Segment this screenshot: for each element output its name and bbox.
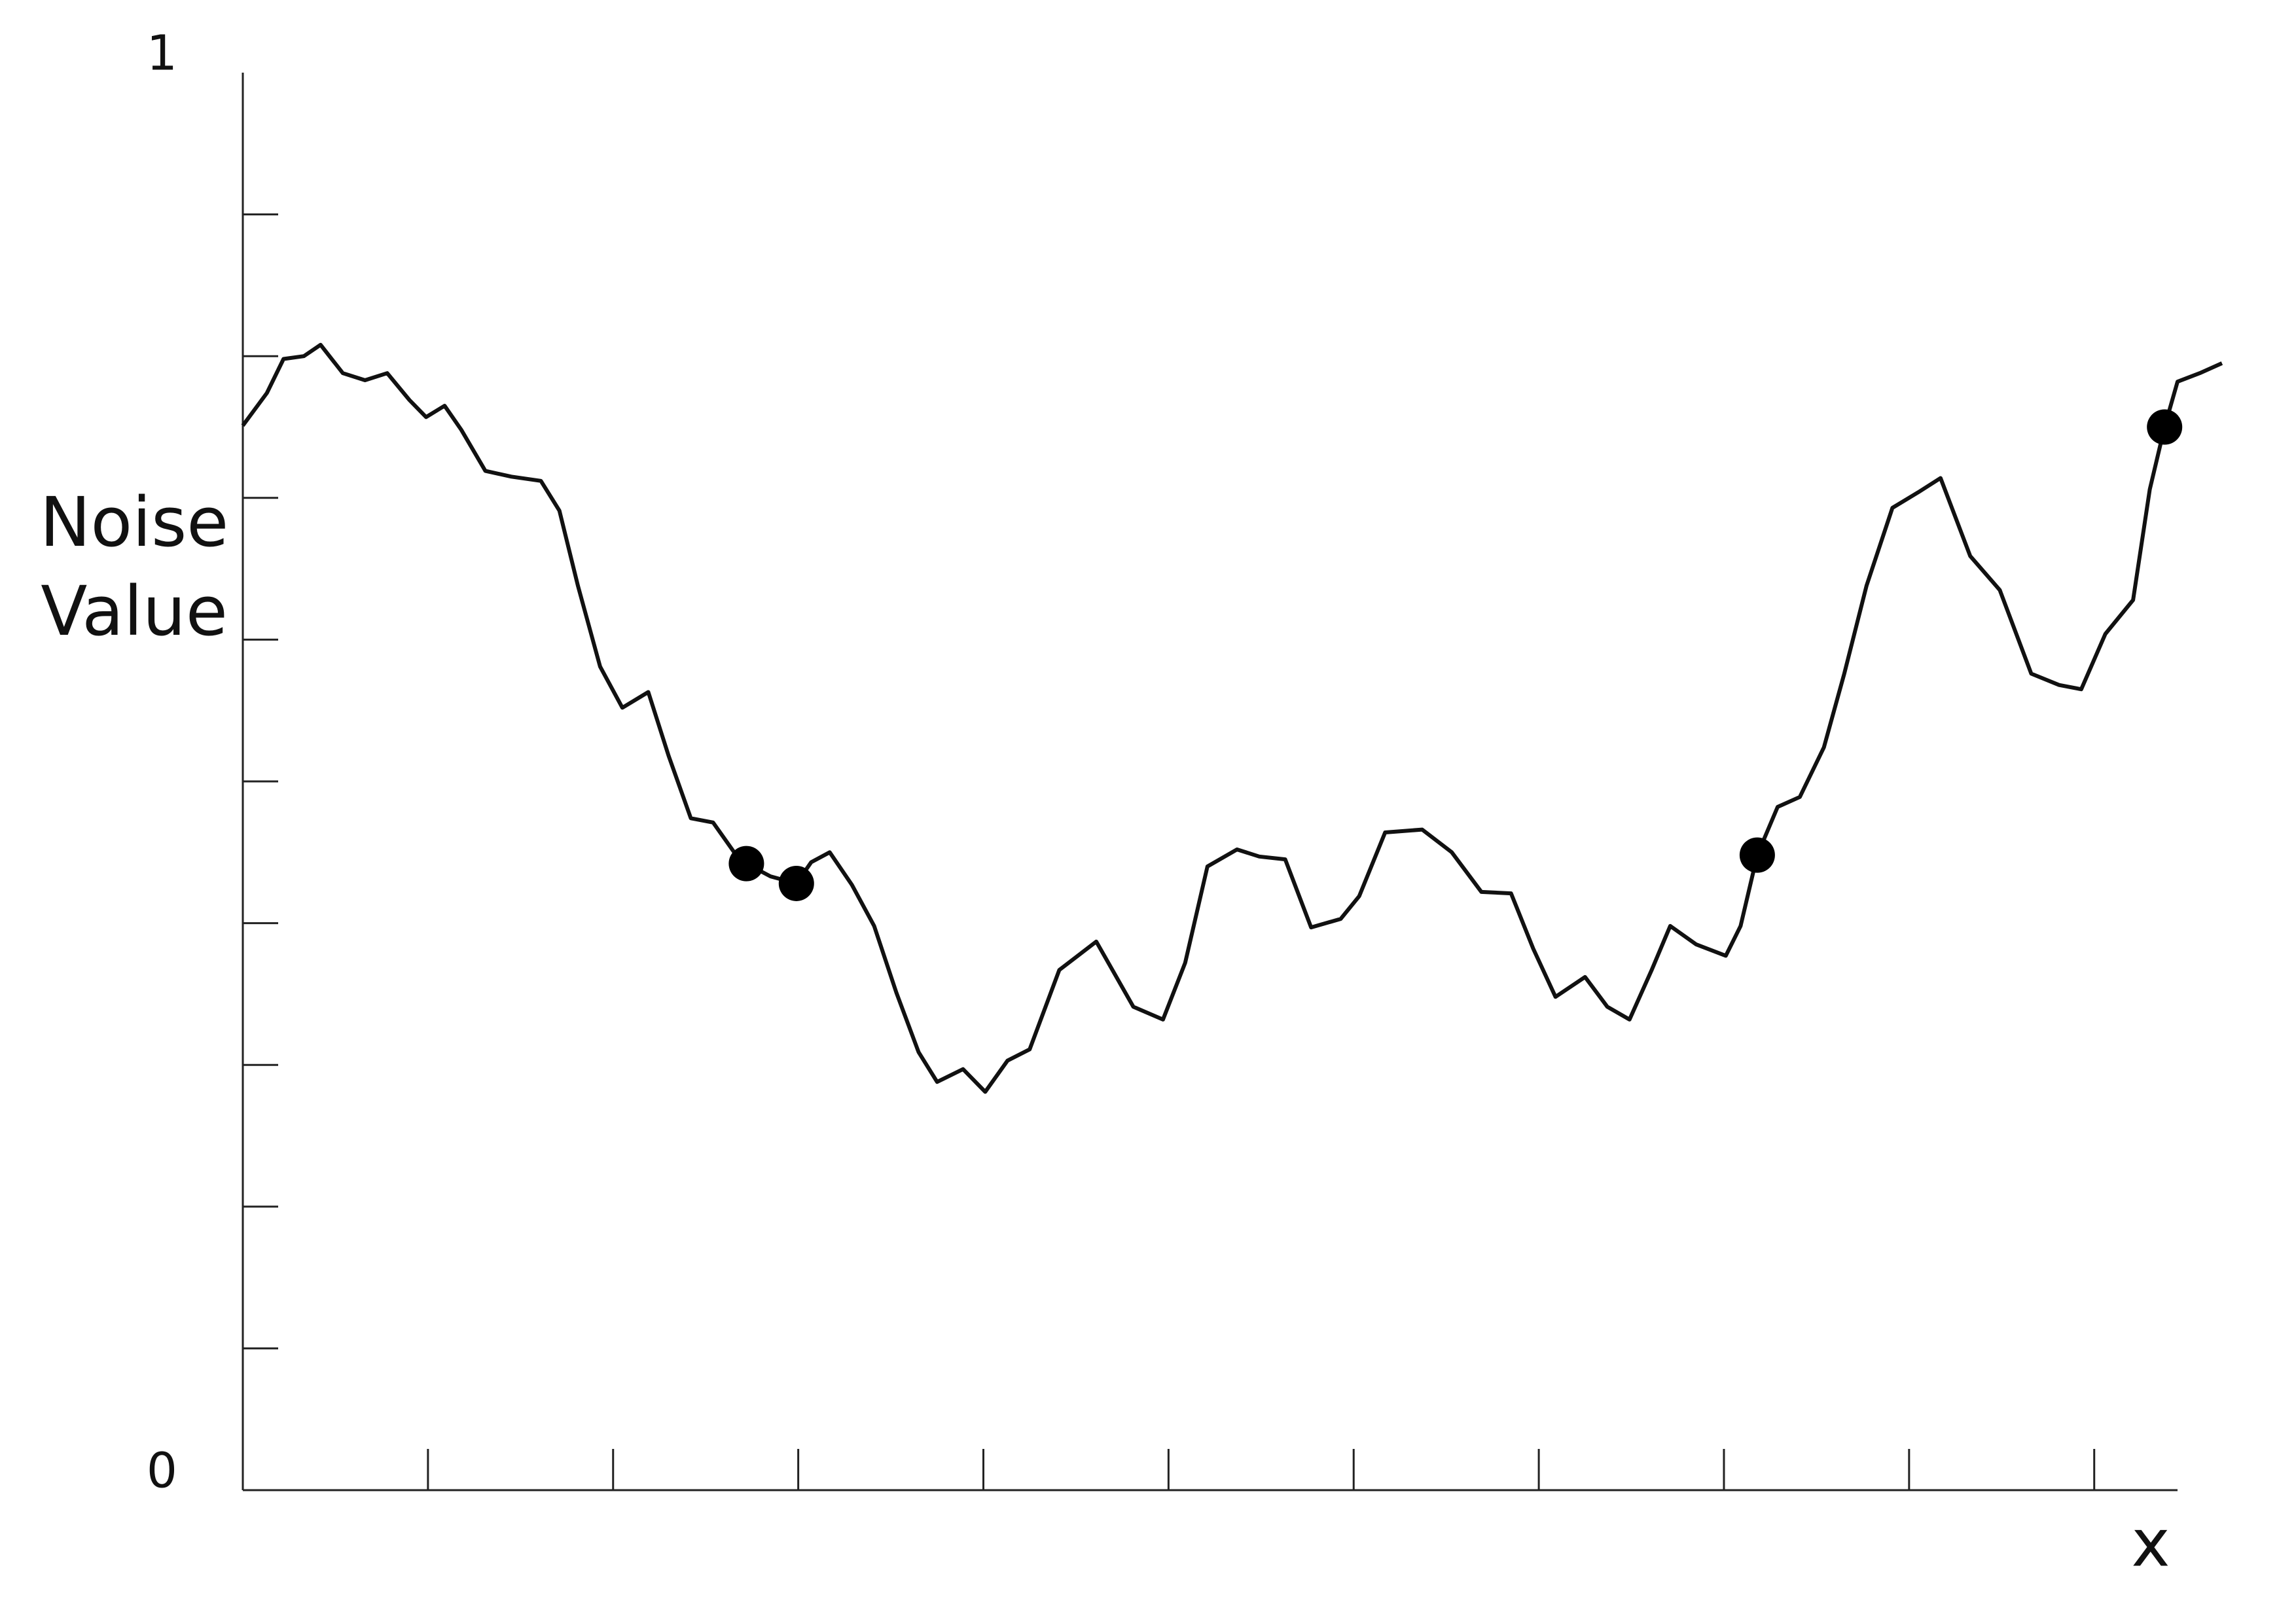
y-tick-label: 1 [147,26,177,82]
y-axis-label: Noise Value [39,482,229,651]
x-axis-label: x [2131,1505,2170,1581]
y-tick-label: 0 [147,1443,177,1499]
sample-point [778,865,814,901]
sample-point [728,846,764,882]
sample-point [1739,837,1775,873]
sample-point [2147,409,2183,445]
noise-line [241,342,2223,1094]
